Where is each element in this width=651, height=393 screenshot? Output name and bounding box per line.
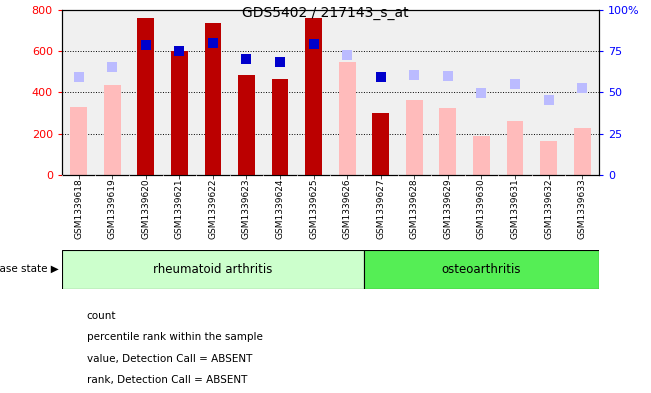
Bar [204,23,221,175]
Bar [364,250,599,289]
Point [577,85,587,91]
Text: GSM1339627: GSM1339627 [376,178,385,239]
Point [443,73,453,79]
Point [107,63,117,70]
Text: GDS5402 / 217143_s_at: GDS5402 / 217143_s_at [242,6,409,20]
Text: value, Detection Call = ABSENT: value, Detection Call = ABSENT [87,354,252,364]
Text: disease state ▶: disease state ▶ [0,264,59,274]
Text: GSM1339630: GSM1339630 [477,178,486,239]
Bar [238,75,255,175]
Text: GSM1339629: GSM1339629 [443,178,452,239]
Bar [104,85,120,175]
Point [275,59,285,65]
Text: GSM1339621: GSM1339621 [175,178,184,239]
Text: rank, Detection Call = ABSENT: rank, Detection Call = ABSENT [87,375,247,386]
Point [141,42,151,48]
Bar [372,113,389,175]
Text: percentile rank within the sample: percentile rank within the sample [87,332,262,342]
Text: GSM1339618: GSM1339618 [74,178,83,239]
Point [174,48,184,54]
Text: GSM1339623: GSM1339623 [242,178,251,239]
Text: rheumatoid arthritis: rheumatoid arthritis [153,263,273,276]
Bar [439,108,456,175]
Point [208,40,218,46]
Bar [70,107,87,175]
Text: GSM1339624: GSM1339624 [275,178,284,239]
Bar [506,121,523,175]
Point [376,74,386,80]
Text: osteoarthritis: osteoarthritis [441,263,521,276]
Text: GSM1339625: GSM1339625 [309,178,318,239]
Text: count: count [87,310,116,321]
Point [309,41,319,47]
Bar [473,136,490,175]
Point [409,72,419,78]
Bar [305,18,322,175]
Text: GSM1339626: GSM1339626 [342,178,352,239]
Bar [540,141,557,175]
Point [242,55,252,62]
Text: GSM1339633: GSM1339633 [577,178,587,239]
Point [342,52,352,58]
Bar [574,129,590,175]
Text: GSM1339632: GSM1339632 [544,178,553,239]
Text: GSM1339619: GSM1339619 [107,178,117,239]
Text: GSM1339620: GSM1339620 [141,178,150,239]
Text: GSM1339631: GSM1339631 [510,178,519,239]
Text: GSM1339628: GSM1339628 [409,178,419,239]
Point [477,90,487,97]
Bar [171,51,187,175]
Bar [62,250,364,289]
Bar [271,79,288,175]
Text: GSM1339622: GSM1339622 [208,178,217,239]
Point [74,74,84,80]
Bar [406,99,422,175]
Bar [339,62,355,175]
Bar [137,18,154,175]
Point [510,81,520,87]
Point [544,96,554,103]
